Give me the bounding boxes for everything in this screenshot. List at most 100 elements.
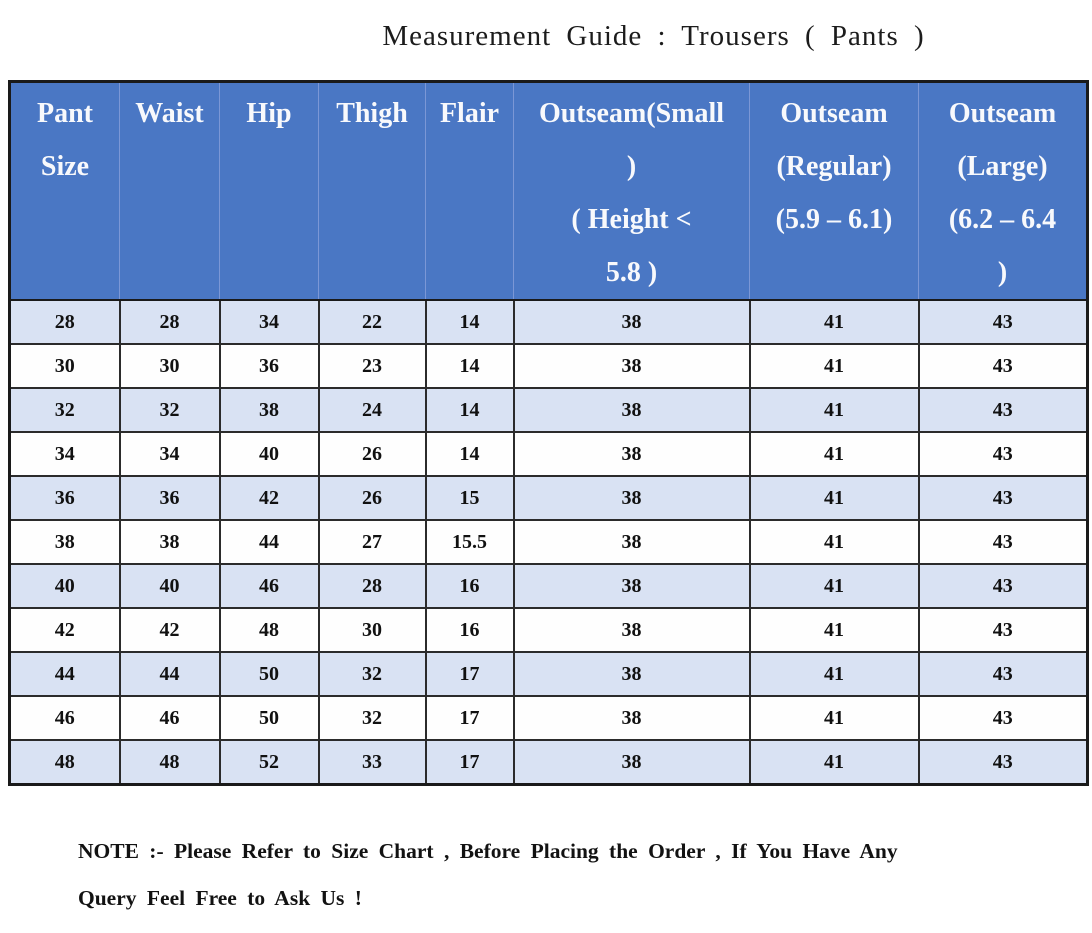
- table-cell: 34: [218, 299, 320, 345]
- table-row: 44 44 50 32 17 38 41 43: [8, 651, 1089, 697]
- table-row: 42 42 48 30 16 38 41 43: [8, 607, 1089, 653]
- table-cell: 17: [424, 651, 515, 697]
- header-row: Pant Size Waist Hip Thigh Flair Outseam(…: [9, 81, 1088, 301]
- column-header-hip: Hip: [219, 81, 319, 301]
- table-row: 28 28 34 22 14 38 41 43: [8, 299, 1089, 345]
- table-cell: 38: [512, 519, 751, 565]
- table-cell: 52: [218, 739, 320, 786]
- table-cell: 41: [748, 651, 920, 697]
- table-row: 40 40 46 28 16 38 41 43: [8, 563, 1089, 609]
- table-row: 34 34 40 26 14 38 41 43: [8, 431, 1089, 477]
- table-cell: 46: [218, 563, 320, 609]
- table-cell: 27: [317, 519, 427, 565]
- column-header-pant-size: Pant Size: [9, 81, 120, 301]
- table-cell: 16: [424, 563, 515, 609]
- table-cell: 38: [118, 519, 221, 565]
- table-cell: 41: [748, 387, 920, 433]
- table-cell: 22: [317, 299, 427, 345]
- table-cell: 50: [218, 651, 320, 697]
- table-cell: 30: [118, 343, 221, 389]
- table-cell: 36: [118, 475, 221, 521]
- table-cell: 32: [118, 387, 221, 433]
- table-cell: 43: [917, 739, 1089, 786]
- table-cell: 24: [317, 387, 427, 433]
- table-row: 32 32 38 24 14 38 41 43: [8, 387, 1089, 433]
- table-cell: 41: [748, 431, 920, 477]
- table-cell: 43: [917, 607, 1089, 653]
- table-cell: 38: [512, 563, 751, 609]
- table-cell: 41: [748, 739, 920, 786]
- table-cell: 30: [8, 343, 121, 389]
- column-header-outseam-regular: Outseam (Regular) (5.9 – 6.1): [749, 81, 919, 301]
- table-cell: 32: [317, 651, 427, 697]
- table-cell: 41: [748, 343, 920, 389]
- size-table-body: 28 28 34 22 14 38 41 43 30 30 36 23 14 38 41 43 32 32 38 24…: [8, 299, 1089, 786]
- table-cell: 38: [512, 475, 751, 521]
- table-cell: 43: [917, 695, 1089, 741]
- table-cell: 15.5: [424, 519, 515, 565]
- table-cell: 16: [424, 607, 515, 653]
- table-cell: 46: [118, 695, 221, 741]
- table-cell: 38: [512, 651, 751, 697]
- table-cell: 43: [917, 387, 1089, 433]
- table-cell: 28: [317, 563, 427, 609]
- column-header-outseam-large: Outseam (Large) (6.2 – 6.4 ): [918, 81, 1088, 301]
- table-cell: 40: [118, 563, 221, 609]
- table-cell: 34: [118, 431, 221, 477]
- table-cell: 17: [424, 695, 515, 741]
- table-cell: 43: [917, 519, 1089, 565]
- table-cell: 32: [8, 387, 121, 433]
- table-cell: 44: [218, 519, 320, 565]
- table-cell: 41: [748, 563, 920, 609]
- table-cell: 38: [512, 299, 751, 345]
- table-cell: 41: [748, 299, 920, 345]
- table-cell: 48: [218, 607, 320, 653]
- table-cell: 38: [512, 387, 751, 433]
- table-cell: 42: [118, 607, 221, 653]
- table-cell: 15: [424, 475, 515, 521]
- table-row: 38 38 44 27 15.5 38 41 43: [8, 519, 1089, 565]
- table-cell: 23: [317, 343, 427, 389]
- page-title: Measurement Guide : Trousers ( Pants ): [382, 20, 925, 52]
- table-cell: 26: [317, 475, 427, 521]
- table-cell: 48: [8, 739, 121, 786]
- table-cell: 43: [917, 431, 1089, 477]
- table-cell: 14: [424, 431, 515, 477]
- column-header-thigh: Thigh: [318, 81, 426, 301]
- table-cell: 33: [317, 739, 427, 786]
- table-cell: 43: [917, 299, 1089, 345]
- table-cell: 26: [317, 431, 427, 477]
- column-header-flair: Flair: [425, 81, 514, 301]
- size-table: Pant Size Waist Hip Thigh Flair Outseam(…: [8, 80, 1089, 786]
- table-cell: 32: [317, 695, 427, 741]
- table-cell: 38: [512, 695, 751, 741]
- table-cell: 40: [218, 431, 320, 477]
- table-cell: 14: [424, 299, 515, 345]
- table-cell: 41: [748, 607, 920, 653]
- table-cell: 38: [512, 431, 751, 477]
- table-cell: 30: [317, 607, 427, 653]
- table-cell: 28: [118, 299, 221, 345]
- table-cell: 38: [512, 607, 751, 653]
- table-cell: 50: [218, 695, 320, 741]
- table-cell: 46: [8, 695, 121, 741]
- table-cell: 38: [512, 343, 751, 389]
- table-cell: 17: [424, 739, 515, 786]
- table-cell: 38: [8, 519, 121, 565]
- table-cell: 44: [8, 651, 121, 697]
- table-row: 48 48 52 33 17 38 41 43: [8, 739, 1089, 786]
- column-header-outseam-small: Outseam(Small ) ( Height < 5.8 ): [513, 81, 750, 301]
- table-cell: 44: [118, 651, 221, 697]
- table-cell: 41: [748, 475, 920, 521]
- table-cell: 42: [8, 607, 121, 653]
- table-cell: 14: [424, 343, 515, 389]
- table-cell: 43: [917, 475, 1089, 521]
- table-row: 46 46 50 32 17 38 41 43: [8, 695, 1089, 741]
- table-cell: 42: [218, 475, 320, 521]
- table-row: 36 36 42 26 15 38 41 43: [8, 475, 1089, 521]
- table-cell: 41: [748, 695, 920, 741]
- table-cell: 43: [917, 651, 1089, 697]
- table-cell: 41: [748, 519, 920, 565]
- table-cell: 38: [512, 739, 751, 786]
